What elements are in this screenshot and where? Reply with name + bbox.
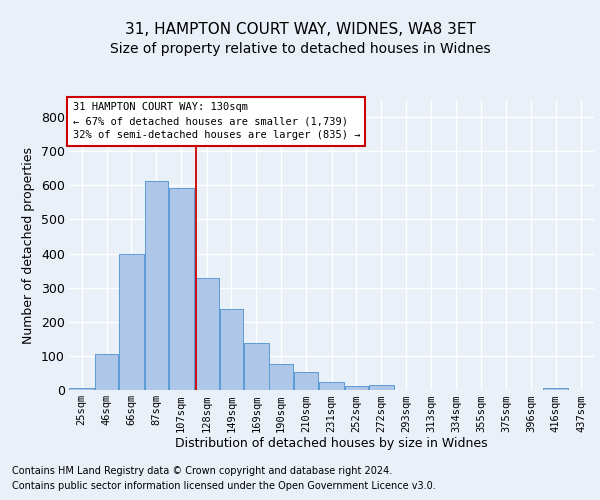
Text: Contains HM Land Registry data © Crown copyright and database right 2024.: Contains HM Land Registry data © Crown c… — [12, 466, 392, 476]
Bar — [95, 354, 118, 390]
Bar — [194, 278, 219, 390]
Bar — [369, 384, 394, 390]
Y-axis label: Number of detached properties: Number of detached properties — [22, 146, 35, 344]
Bar — [269, 364, 293, 390]
Bar — [319, 382, 344, 390]
Bar — [344, 386, 368, 390]
Text: 31, HAMPTON COURT WAY, WIDNES, WA8 3ET: 31, HAMPTON COURT WAY, WIDNES, WA8 3ET — [125, 22, 475, 38]
Bar — [293, 372, 319, 390]
Bar — [544, 388, 568, 390]
Bar — [145, 181, 168, 390]
Bar — [70, 388, 94, 390]
X-axis label: Distribution of detached houses by size in Widnes: Distribution of detached houses by size … — [175, 437, 488, 450]
Bar — [119, 254, 144, 390]
Text: Contains public sector information licensed under the Open Government Licence v3: Contains public sector information licen… — [12, 481, 436, 491]
Bar — [169, 188, 194, 390]
Text: Size of property relative to detached houses in Widnes: Size of property relative to detached ho… — [110, 42, 490, 56]
Text: 31 HAMPTON COURT WAY: 130sqm
← 67% of detached houses are smaller (1,739)
32% of: 31 HAMPTON COURT WAY: 130sqm ← 67% of de… — [73, 102, 360, 141]
Bar — [244, 344, 269, 390]
Bar — [220, 309, 243, 390]
